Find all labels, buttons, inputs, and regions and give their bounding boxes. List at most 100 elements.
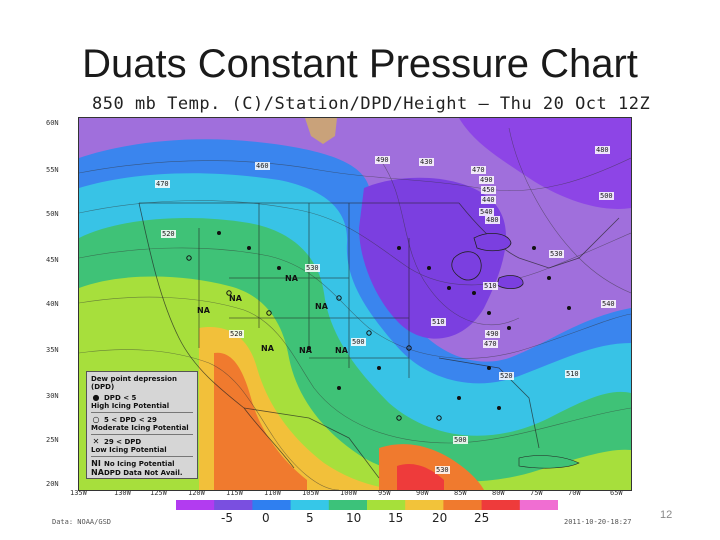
lon-label: 65W <box>610 489 623 497</box>
station-label: 490 <box>479 176 494 184</box>
colorbar-cell <box>214 500 253 510</box>
lon-label: 75W <box>530 489 543 497</box>
station-label: 510 <box>565 370 580 378</box>
na-marker: NA <box>197 306 210 315</box>
band-25-plus <box>214 352 307 490</box>
legend-label: DPD < 5 <box>104 393 137 402</box>
lat-label: 50N <box>46 210 59 218</box>
lon-label: 70W <box>568 489 581 497</box>
station-label: 430 <box>419 158 434 166</box>
lat-label: 25N <box>46 436 59 444</box>
colorbar-cell <box>367 500 406 510</box>
legend-row: ○ 5 < DPD < 29 <box>91 415 193 424</box>
station-label: 470 <box>483 340 498 348</box>
colorbar-label: 10 <box>346 511 362 525</box>
lon-label: 120W <box>188 489 205 497</box>
lat-label: 60N <box>46 119 59 127</box>
slide-title: Duats Constant Pressure Chart <box>82 42 638 86</box>
chart-header: 850 mb Temp. (C)/Station/DPD/Height – Th… <box>92 94 651 114</box>
legend-cross-icon: ✕ <box>92 437 100 446</box>
na-marker: NA <box>261 344 274 353</box>
legend-na-symbol: NA <box>91 468 104 477</box>
legend-open-circle-icon: ○ <box>92 415 100 424</box>
map-legend: Dew point depression (DPD) ● DPD < 5 Hig… <box>86 371 198 479</box>
lat-label: 35N <box>46 346 59 354</box>
station-dots <box>217 231 571 410</box>
legend-sublabel: Moderate Icing Potential <box>91 424 193 435</box>
station-label: 460 <box>255 162 270 170</box>
timestamp-note: 2011-10-20-18:27 <box>564 518 632 526</box>
legend-row: NI No Icing Potential <box>91 459 193 468</box>
legend-row: NA DPD Data Not Avail. <box>91 468 193 477</box>
lon-label: 130W <box>114 489 131 497</box>
page-number: 12 <box>660 509 673 521</box>
legend-ni-symbol: NI <box>91 459 101 468</box>
station-rings <box>186 255 442 421</box>
legend-label: No Icing Potential <box>104 459 175 468</box>
lon-label: 110W <box>264 489 281 497</box>
lat-label: 45N <box>46 256 59 264</box>
lon-label: 85W <box>454 489 467 497</box>
station-label: 480 <box>595 146 610 154</box>
cuba <box>518 455 580 469</box>
station-label: 500 <box>599 192 614 200</box>
legend-row: ● DPD < 5 <box>91 393 193 402</box>
station-label: 440 <box>481 196 496 204</box>
terrain-patch <box>305 118 337 144</box>
colorbar-label: 0 <box>262 511 270 525</box>
na-marker: NA <box>229 294 242 303</box>
colorbar-cell <box>519 500 558 510</box>
lon-label: 80W <box>492 489 505 497</box>
cold-core <box>359 177 506 339</box>
na-marker: NA <box>335 346 348 355</box>
station-label: 500 <box>453 436 468 444</box>
station-label: 520 <box>161 230 176 238</box>
lon-label: 135W <box>70 489 87 497</box>
lat-label: 30N <box>46 392 59 400</box>
lon-label: 95W <box>378 489 391 497</box>
colorbar-cell <box>481 500 521 510</box>
state-boundaries <box>138 202 620 479</box>
na-marker: NA <box>315 302 328 311</box>
lat-label: 40N <box>46 300 59 308</box>
colorbar-cell <box>290 500 330 510</box>
station-label: 510 <box>431 318 446 326</box>
station-label: 530 <box>549 250 564 258</box>
colorbar-label: 25 <box>474 511 490 525</box>
great-lakes <box>451 233 524 290</box>
station-label: 510 <box>483 282 498 290</box>
colorbar-cell <box>252 500 292 510</box>
legend-sublabel: High Icing Potential <box>91 402 193 413</box>
lon-label: 115W <box>226 489 243 497</box>
temperature-colorbar <box>176 500 558 510</box>
legend-label: 29 < DPD <box>104 437 142 446</box>
longitude-axis: 135W 130W 125W 120W 115W 110W 105W 100W … <box>70 489 640 499</box>
legend-label: 5 < DPD < 29 <box>104 415 157 424</box>
station-label: 540 <box>601 300 616 308</box>
na-marker: NA <box>299 346 312 355</box>
station-label: 490 <box>375 156 390 164</box>
legend-filled-dot-icon: ● <box>92 393 100 402</box>
band-warmest <box>397 463 444 490</box>
station-label: 500 <box>351 338 366 346</box>
lon-label: 90W <box>416 489 429 497</box>
station-label: 470 <box>471 166 486 174</box>
na-marker: NA <box>285 274 298 283</box>
lat-label: 20N <box>46 480 59 488</box>
station-label: 480 <box>485 216 500 224</box>
colorbar-cell <box>176 500 215 510</box>
legend-row: ✕ 29 < DPD <box>91 437 193 446</box>
station-label: 490 <box>485 330 500 338</box>
lon-label: 100W <box>340 489 357 497</box>
station-label: 450 <box>481 186 496 194</box>
colorbar-label: -5 <box>221 511 233 525</box>
colorbar-label: 5 <box>306 511 314 525</box>
station-label: 520 <box>229 330 244 338</box>
station-label: 540 <box>479 208 494 216</box>
legend-sublabel: Low Icing Potential <box>91 446 193 457</box>
data-source-note: Data: NOAA/GSD <box>52 518 112 526</box>
legend-label: DPD Data Not Avail. <box>104 468 183 477</box>
station-label: 530 <box>435 466 450 474</box>
colorbar-cell <box>405 500 444 510</box>
colorbar-label: 15 <box>388 511 404 525</box>
